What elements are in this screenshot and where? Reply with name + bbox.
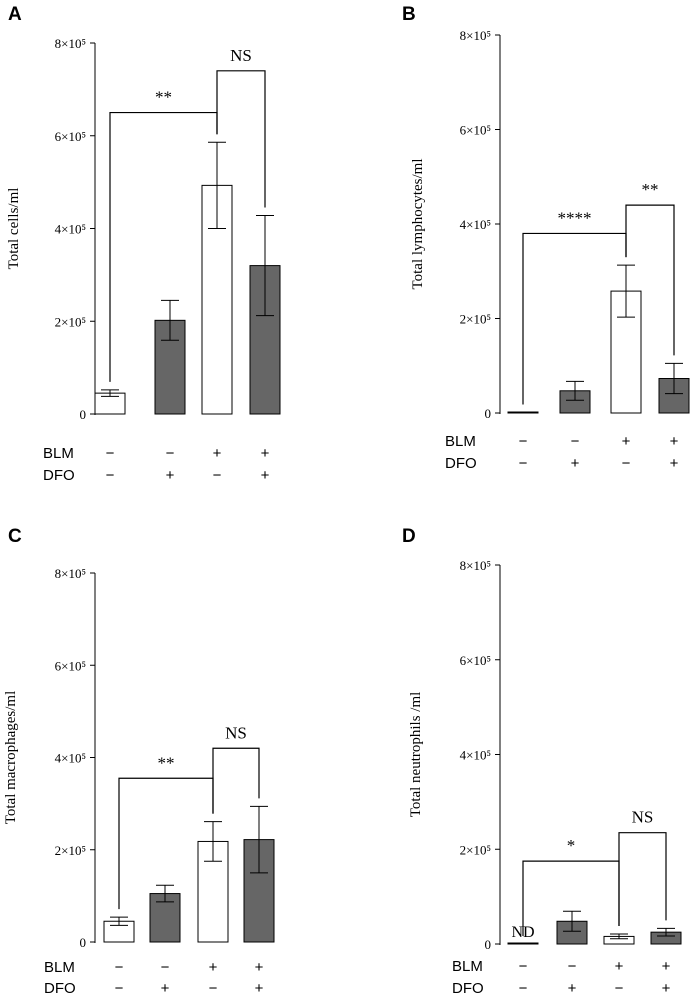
- condition-sign-blm-d-1: −: [568, 958, 577, 975]
- condition-sign-dfo-a-3: +: [261, 467, 270, 484]
- panel-letter-d: D: [402, 526, 416, 547]
- condition-sign-dfo-d-1: +: [568, 980, 577, 997]
- condition-sign-dfo-b-3: +: [670, 455, 679, 472]
- y-tick-label-d-3: 6×10⁵: [460, 653, 491, 668]
- y-axis-label-b: Total lymphocytes/ml: [410, 158, 426, 289]
- y-tick-label-c-1: 2×10⁵: [55, 843, 86, 858]
- condition-sign-dfo-a-2: −: [213, 467, 222, 484]
- condition-sign-dfo-b-1: +: [571, 455, 580, 472]
- y-tick-label-d-1: 2×10⁵: [460, 842, 491, 857]
- condition-sign-blm-c-1: −: [161, 959, 170, 976]
- bar-d-0: [507, 942, 539, 945]
- y-tick-label-b-0: 0: [485, 406, 492, 421]
- y-tick-label-d-2: 4×10⁵: [460, 748, 491, 763]
- condition-sign-blm-a-1: −: [166, 445, 175, 462]
- y-tick-label-a-3: 6×10⁵: [55, 129, 86, 144]
- condition-sign-blm-a-2: +: [213, 445, 222, 462]
- condition-sign-dfo-d-2: −: [615, 980, 624, 997]
- significance-label-a-1: NS: [230, 46, 252, 65]
- y-tick-label-d-0: 0: [485, 937, 492, 952]
- condition-sign-dfo-b-0: −: [519, 455, 528, 472]
- condition-label-blm-c: BLM: [44, 959, 75, 976]
- condition-sign-dfo-b-2: −: [622, 455, 631, 472]
- panel-letter-b: B: [402, 4, 416, 25]
- condition-label-blm-b: BLM: [445, 433, 476, 450]
- condition-label-blm-d: BLM: [452, 958, 483, 975]
- y-tick-label-a-2: 4×10⁵: [55, 222, 86, 237]
- significance-bracket-a-1: [216, 70, 266, 208]
- significance-bracket-c-1: [212, 747, 260, 814]
- condition-sign-blm-c-2: +: [209, 959, 218, 976]
- condition-sign-blm-a-3: +: [261, 445, 270, 462]
- condition-sign-blm-b-0: −: [519, 433, 528, 450]
- panel-letter-a: A: [8, 4, 22, 25]
- condition-label-dfo-d: DFO: [452, 980, 484, 997]
- y-tick-label-b-4: 8×10⁵: [460, 28, 491, 43]
- y-tick-label-a-1: 2×10⁵: [55, 314, 86, 329]
- condition-sign-blm-d-0: −: [519, 958, 528, 975]
- condition-sign-blm-b-2: +: [622, 433, 631, 450]
- condition-sign-blm-b-1: −: [571, 433, 580, 450]
- y-tick-label-c-3: 6×10⁵: [55, 658, 86, 673]
- panel-letter-c: C: [8, 526, 22, 547]
- condition-sign-dfo-c-3: +: [255, 980, 264, 997]
- y-tick-label-b-3: 6×10⁵: [460, 123, 491, 138]
- bar-b-0: [507, 411, 539, 414]
- condition-sign-dfo-a-0: −: [106, 467, 115, 484]
- y-tick-label-b-2: 4×10⁵: [460, 217, 491, 232]
- condition-sign-dfo-c-0: −: [115, 980, 124, 997]
- significance-label-b-1: **: [642, 180, 659, 199]
- y-axis-label-d: Total neutrophils /ml: [408, 692, 424, 818]
- y-tick-label-b-1: 2×10⁵: [460, 312, 491, 327]
- condition-label-blm-a: BLM: [43, 445, 74, 462]
- condition-label-dfo-c: DFO: [44, 980, 76, 997]
- condition-sign-dfo-d-3: +: [662, 980, 671, 997]
- significance-label-d-0: *: [567, 836, 576, 855]
- significance-label-c-1: NS: [225, 723, 247, 742]
- significance-label-b-0: ****: [558, 208, 592, 227]
- significance-bracket-b-1: [625, 204, 675, 356]
- condition-sign-blm-c-3: +: [255, 959, 264, 976]
- y-tick-label-d-4: 8×10⁵: [460, 558, 491, 573]
- significance-label-a-0: **: [155, 88, 172, 107]
- condition-label-dfo-a: DFO: [43, 467, 75, 484]
- y-tick-label-a-0: 0: [80, 407, 87, 422]
- condition-sign-blm-b-3: +: [670, 433, 679, 450]
- y-axis-label-a: Total cells/ml: [6, 188, 22, 270]
- condition-sign-dfo-c-2: −: [209, 980, 218, 997]
- condition-sign-dfo-c-1: +: [161, 980, 170, 997]
- condition-sign-blm-d-2: +: [615, 958, 624, 975]
- significance-label-c-0: **: [158, 753, 175, 772]
- condition-sign-dfo-d-0: −: [519, 980, 528, 997]
- bar-c-3: [243, 839, 275, 943]
- y-tick-label-a-4: 8×10⁵: [55, 36, 86, 51]
- condition-sign-blm-d-3: +: [662, 958, 671, 975]
- y-tick-label-c-2: 4×10⁵: [55, 751, 86, 766]
- condition-sign-blm-c-0: −: [115, 959, 124, 976]
- y-tick-label-c-4: 8×10⁵: [55, 566, 86, 581]
- condition-sign-blm-a-0: −: [106, 445, 115, 462]
- y-tick-label-c-0: 0: [80, 935, 87, 950]
- significance-bracket-d-1: [618, 832, 667, 927]
- condition-label-dfo-b: DFO: [445, 455, 477, 472]
- y-axis-label-c: Total macrophages/ml: [3, 691, 19, 825]
- condition-sign-dfo-a-1: +: [166, 467, 175, 484]
- significance-label-d-1: NS: [632, 808, 654, 827]
